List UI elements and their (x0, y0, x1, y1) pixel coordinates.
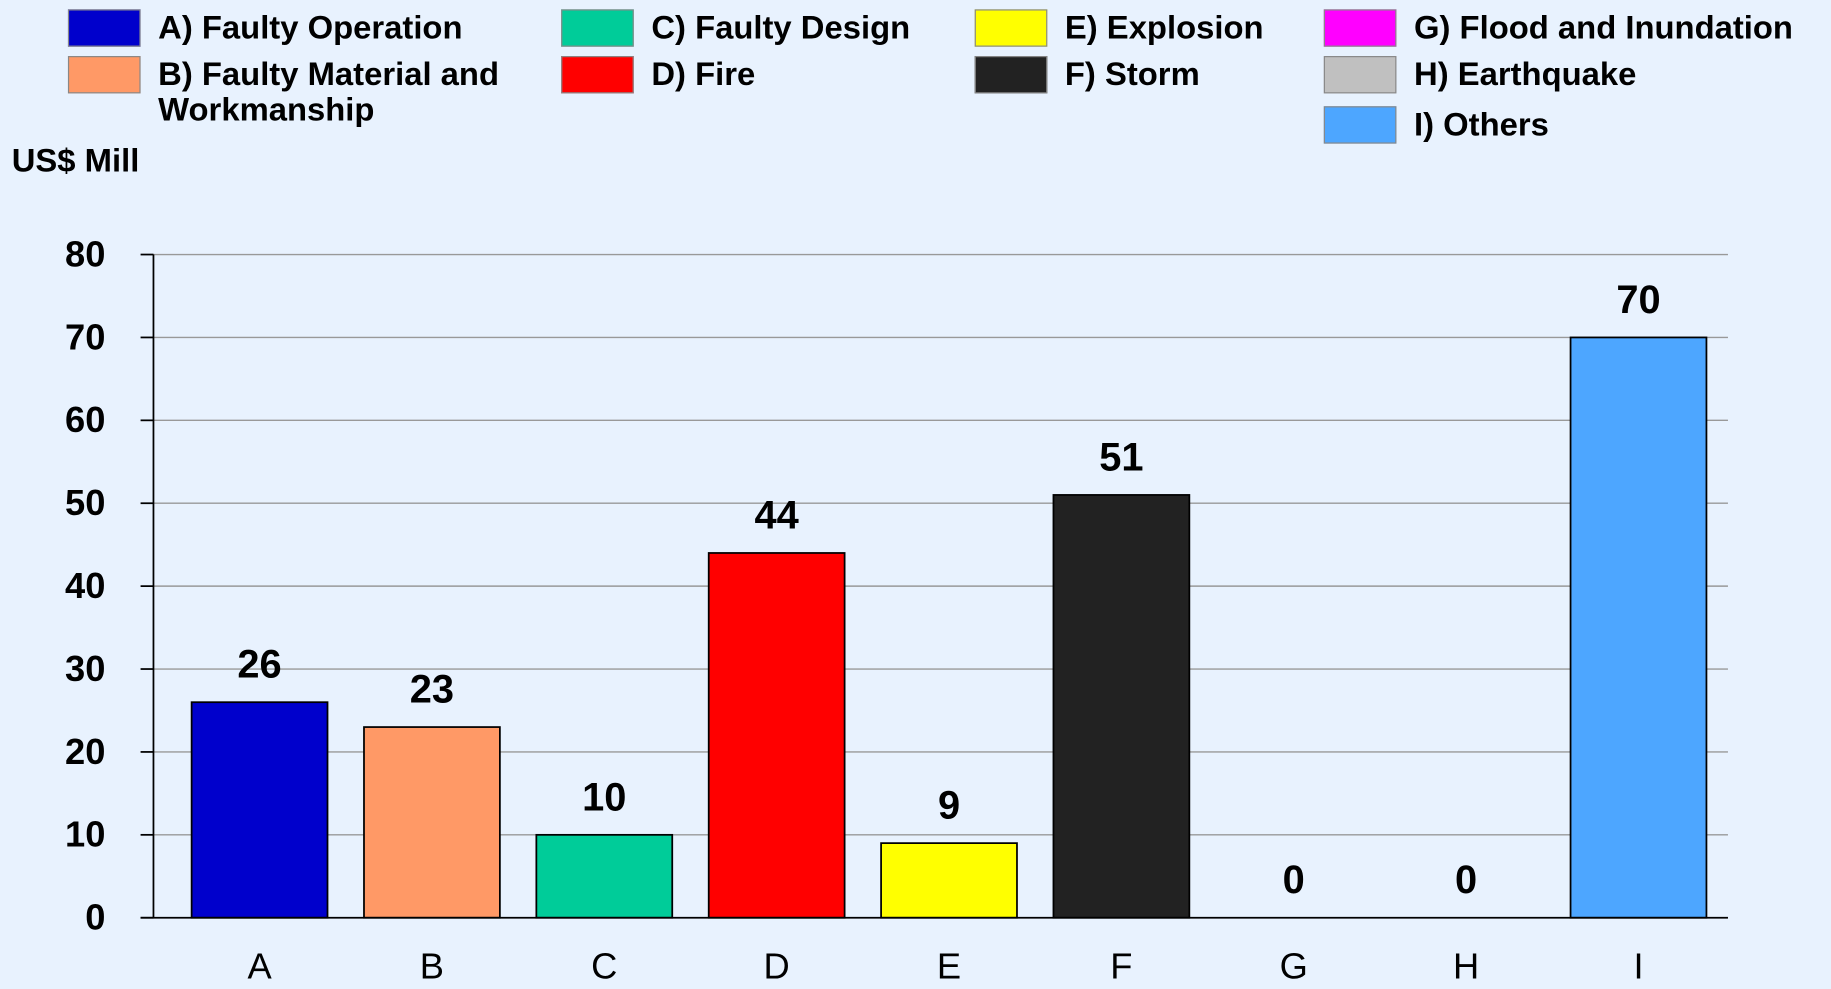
legend-label: D) Fire (651, 56, 756, 93)
y-tick-label: 0 (85, 897, 105, 938)
legend-label: F) Storm (1064, 56, 1200, 93)
x-tick-label: B (420, 946, 444, 987)
value-label: 9 (938, 784, 960, 828)
legend-label: C) Faulty Design (651, 9, 911, 46)
legend-swatch (1323, 9, 1397, 47)
y-tick-label: 20 (65, 731, 105, 772)
bar (880, 842, 1018, 919)
bar (1569, 336, 1708, 919)
x-tick-label: G (1280, 946, 1308, 987)
legend-label: G) Flood and Inundation (1414, 9, 1793, 46)
x-tick-label: A (247, 946, 272, 987)
value-label: 44 (755, 493, 799, 537)
bar (707, 552, 846, 919)
legend-swatch (1323, 56, 1397, 94)
x-tick-label: E (937, 946, 961, 987)
value-label: 26 (237, 643, 281, 687)
value-label: 51 (1099, 435, 1143, 479)
legend-label: H) Earthquake (1414, 56, 1637, 93)
y-tick-label: 10 (65, 814, 105, 855)
y-tick-label: 40 (65, 565, 105, 606)
value-label: 0 (1455, 858, 1477, 902)
x-tick-label: C (591, 946, 617, 987)
x-tick-label: H (1453, 946, 1479, 987)
x-tick-label: I (1633, 946, 1643, 987)
legend-swatch (974, 9, 1048, 47)
value-label: 0 (1283, 858, 1305, 902)
legend-swatch (974, 56, 1048, 94)
y-tick-label: 70 (65, 316, 105, 357)
value-label: 23 (410, 668, 454, 712)
bar (535, 833, 674, 919)
legend-swatch (1323, 106, 1397, 144)
bar (1052, 494, 1191, 919)
y-tick-label: 30 (65, 648, 105, 689)
y-tick-label: 60 (65, 399, 105, 440)
y-tick-label: 50 (65, 482, 105, 523)
legend-swatch (67, 9, 141, 47)
legend-swatch (561, 56, 634, 94)
value-label: 10 (582, 775, 626, 819)
legend-label: A) Faulty Operation (158, 9, 463, 46)
legend-swatch (67, 56, 141, 94)
legend-label: I) Others (1414, 106, 1549, 143)
legend-label: E) Explosion (1064, 9, 1264, 46)
x-tick-label: F (1110, 946, 1132, 987)
y-axis-label: US$ Mill (11, 142, 140, 179)
legend-swatch (561, 9, 634, 47)
y-tick-label: 80 (65, 233, 105, 274)
bar (190, 701, 329, 919)
x-tick-label: D (764, 946, 790, 987)
bar (363, 726, 501, 919)
legend-label: B) Faulty Material and Workmanship (158, 56, 499, 128)
value-label: 70 (1616, 278, 1660, 322)
